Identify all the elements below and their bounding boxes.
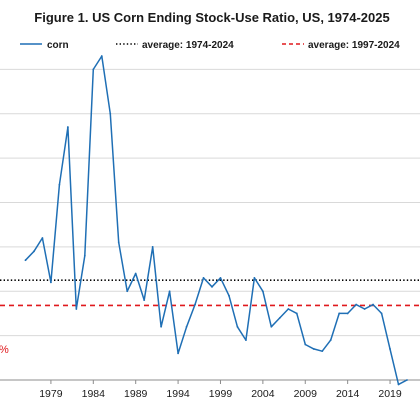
legend-label-corn: corn	[47, 40, 69, 51]
data-point-corn-1992	[160, 325, 163, 328]
data-point-corn-1985	[100, 55, 103, 57]
data-point-corn-2016	[363, 308, 366, 310]
legend-label-average-1997-2024: average: 1997-2024	[308, 40, 400, 51]
data-point-corn-2007	[287, 308, 290, 310]
data-point-corn-2017	[372, 303, 374, 306]
x-tick-label: 2009	[294, 388, 318, 400]
data-point-corn-1987	[117, 241, 120, 244]
legend: corn average: 1974-2024 average: 1997-20…	[20, 40, 400, 51]
data-point-corn-2015	[355, 303, 358, 306]
chart-title: Figure 1. US Corn Ending Stock-Use Ratio…	[34, 10, 389, 25]
x-tick-label: 1994	[166, 388, 190, 400]
data-point-corn-2018	[380, 312, 383, 315]
x-tick-label: 2019	[378, 388, 402, 400]
data-point-corn-2021	[406, 379, 408, 381]
data-point-corn-1984	[92, 68, 95, 71]
data-point-corn-2000	[228, 294, 230, 297]
data-point-corn-1991	[151, 245, 154, 248]
data-point-corn-1994	[177, 352, 179, 355]
data-point-corn-1988	[126, 290, 129, 293]
data-point-corn-1979	[50, 281, 52, 284]
x-tick-label: 2014	[336, 388, 360, 400]
data-point-corn-1982	[75, 308, 78, 310]
data-point-corn-1977	[33, 250, 35, 253]
gridlines	[0, 68, 420, 337]
data-point-corn-1995	[185, 325, 188, 328]
legend-label-average-1974-2024: average: 1974-2024	[142, 40, 234, 51]
x-tick-label: 2004	[251, 388, 275, 400]
x-tick-label: 1979	[39, 388, 63, 400]
data-point-corn-2012	[329, 339, 332, 341]
data-point-corn-1998	[211, 285, 213, 288]
x-tick-label: 1989	[124, 388, 148, 400]
data-point-corn-1980	[58, 183, 61, 186]
x-tick-label: 1984	[82, 388, 106, 400]
x-tick-label: 1999	[209, 388, 233, 400]
data-point-corn-2004	[261, 290, 264, 293]
data-point-corn-1978	[41, 237, 44, 239]
data-point-corn-2008	[295, 312, 298, 315]
data-point-corn-2011	[321, 350, 324, 353]
average-lines	[0, 279, 420, 307]
data-point-corn-1997	[202, 277, 205, 279]
data-point-corn-2009	[304, 343, 307, 346]
series-line-corn	[24, 55, 408, 386]
data-point-corn-1990	[143, 299, 146, 302]
data-point-corn-1986	[109, 112, 112, 115]
data-point-corn-1993	[168, 290, 171, 293]
data-point-corn-2014	[346, 312, 349, 315]
data-point-corn-2006	[278, 316, 281, 319]
data-point-corn-1996	[194, 303, 196, 306]
data-point-corn-2010	[312, 348, 315, 350]
data-point-corn-2001	[236, 325, 239, 328]
data-point-corn-2002	[245, 339, 247, 341]
data-point-corn-1976	[24, 259, 27, 262]
data-point-corn-2005	[270, 325, 273, 328]
data-point-corn-2020	[397, 383, 400, 386]
data-point-corn-1999	[219, 277, 222, 279]
data-point-corn-2013	[338, 312, 341, 315]
series-layer	[24, 55, 408, 386]
data-point-corn-2019	[389, 348, 391, 350]
x-axis-ticks: 1979 1984 1989 1994 1999 2004 2009 2014 2019	[39, 380, 402, 400]
y-axis-percent-label: %	[0, 344, 9, 356]
data-point-corn-1981	[66, 126, 69, 128]
data-point-corn-1983	[83, 254, 86, 257]
data-point-corn-2003	[253, 277, 256, 279]
data-point-corn-1989	[134, 272, 137, 275]
